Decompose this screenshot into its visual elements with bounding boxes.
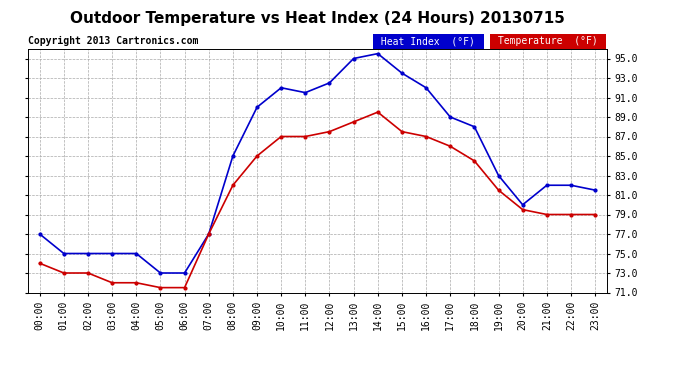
Text: Temperature  (°F): Temperature (°F)	[493, 36, 604, 46]
Text: Heat Index  (°F): Heat Index (°F)	[375, 36, 481, 46]
Text: Copyright 2013 Cartronics.com: Copyright 2013 Cartronics.com	[28, 36, 199, 46]
Text: Outdoor Temperature vs Heat Index (24 Hours) 20130715: Outdoor Temperature vs Heat Index (24 Ho…	[70, 11, 565, 26]
